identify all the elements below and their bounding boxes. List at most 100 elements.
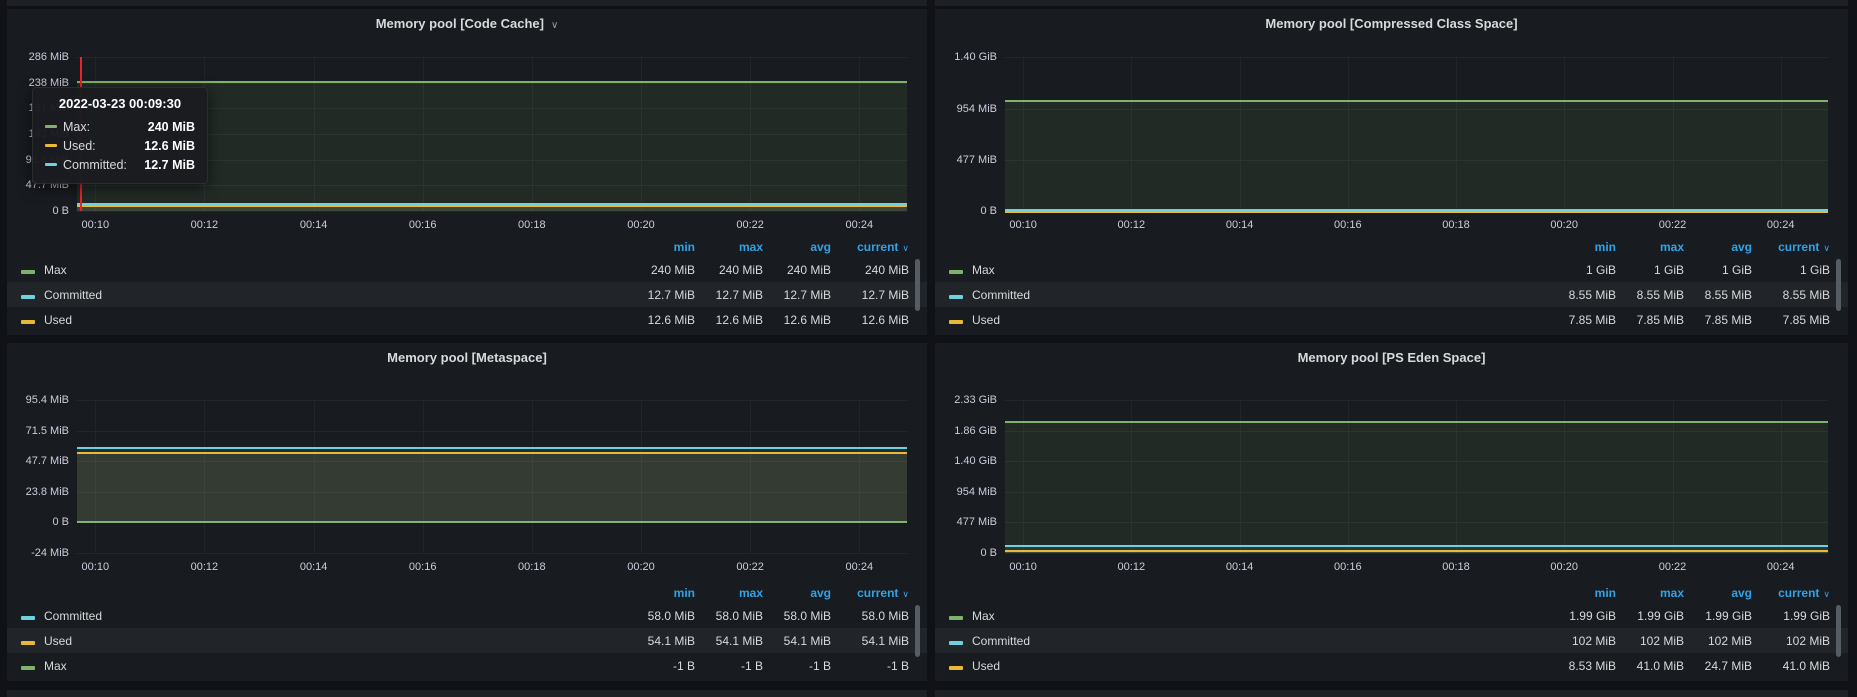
legend-scrollbar-thumb[interactable] bbox=[915, 259, 920, 311]
panel-title[interactable]: Memory pool [Metaspace] bbox=[7, 350, 927, 365]
series-line-committed bbox=[1005, 545, 1828, 548]
panel-memory-pool-compressed-class-space: Memory pool [Compressed Class Space] 1.40… bbox=[935, 9, 1848, 335]
panel-title[interactable]: Memory pool [Compressed Class Space] bbox=[935, 16, 1848, 31]
plot-area[interactable] bbox=[1005, 400, 1828, 554]
tooltip-series-name: Max: bbox=[63, 119, 91, 134]
legend-value-max: 41.0 MiB bbox=[1636, 658, 1684, 673]
tooltip-series-value: 12.6 MiB bbox=[144, 138, 195, 153]
legend-header-min[interactable]: min bbox=[627, 586, 695, 600]
legend-header-max[interactable]: max bbox=[1616, 586, 1684, 600]
x-axis-label: 00:14 bbox=[299, 219, 328, 231]
legend-header-avg[interactable]: avg bbox=[763, 586, 831, 600]
legend-series-label[interactable]: Max bbox=[44, 658, 67, 673]
x-gridline bbox=[1564, 57, 1566, 211]
tooltip-series-name: Used: bbox=[63, 138, 96, 153]
series-fill-max bbox=[1005, 101, 1828, 211]
legend-header-max[interactable]: max bbox=[695, 586, 763, 600]
x-axis-label: 00:10 bbox=[81, 561, 110, 573]
legend-series-label[interactable]: Committed bbox=[972, 633, 1031, 648]
legend-series-label[interactable]: Used bbox=[44, 312, 73, 327]
legend-value-min: -1 B bbox=[672, 658, 695, 673]
legend-scrollbar-thumb[interactable] bbox=[915, 605, 920, 657]
legend-series-label[interactable]: Committed bbox=[972, 287, 1031, 302]
legend-value-avg: 1.99 GiB bbox=[1705, 608, 1752, 623]
legend-value-min: 1 GiB bbox=[1585, 262, 1616, 277]
legend-header-label: current bbox=[857, 586, 899, 600]
y-gridline bbox=[1005, 430, 1828, 432]
x-axis-label: 00:22 bbox=[736, 219, 764, 231]
legend-header-max[interactable]: max bbox=[695, 240, 763, 254]
legend-series-label[interactable]: Committed bbox=[44, 287, 103, 302]
legend-series-label[interactable]: Max bbox=[44, 262, 67, 277]
legend-value-min: 7.85 MiB bbox=[1568, 312, 1616, 327]
x-gridline bbox=[422, 400, 424, 553]
series-line-max bbox=[1005, 100, 1828, 102]
plot-area[interactable] bbox=[77, 57, 907, 212]
x-axis-label: 00:14 bbox=[299, 561, 328, 573]
legend-value-current: 41.0 MiB bbox=[1782, 658, 1830, 673]
legend-row: Max 1 GiB 1 GiB 1 GiB 1 GiB bbox=[935, 257, 1848, 282]
y-gridline bbox=[77, 185, 907, 187]
panel-title[interactable]: Memory pool [Code Cache] ∨ bbox=[7, 16, 927, 31]
legend-series-label[interactable]: Used bbox=[44, 633, 73, 648]
legend-series-label[interactable]: Max bbox=[972, 608, 995, 623]
legend-scrollbar-thumb[interactable] bbox=[1836, 605, 1841, 657]
series-color-dash bbox=[21, 319, 35, 324]
x-gridline bbox=[1672, 57, 1674, 211]
x-gridline bbox=[859, 400, 861, 553]
legend-series-label[interactable]: Used bbox=[972, 658, 1001, 673]
legend-header-label: avg bbox=[1731, 586, 1752, 600]
legend-header-label: current bbox=[1778, 240, 1820, 254]
x-gridline bbox=[95, 400, 97, 553]
series-line-used bbox=[77, 451, 907, 454]
legend-series-label[interactable]: Used bbox=[972, 312, 1001, 327]
plot-area[interactable] bbox=[1005, 57, 1828, 214]
legend-value-current: 7.85 MiB bbox=[1782, 312, 1830, 327]
legend-value-current: 54.1 MiB bbox=[861, 633, 909, 648]
x-gridline bbox=[1456, 57, 1457, 211]
x-axis-label: 00:14 bbox=[1225, 219, 1254, 231]
legend-header-min[interactable]: min bbox=[627, 240, 695, 254]
series-fill-used bbox=[77, 206, 907, 211]
legend-header-max[interactable]: max bbox=[1616, 240, 1684, 254]
legend-header-current[interactable]: current ∨ bbox=[1752, 586, 1830, 600]
y-axis-label: 954 MiB bbox=[956, 102, 997, 115]
legend-value-avg: 24.7 MiB bbox=[1704, 658, 1752, 673]
legend-header-current[interactable]: current ∨ bbox=[831, 240, 909, 254]
x-axis-label: 00:24 bbox=[845, 561, 874, 573]
legend-header-avg[interactable]: avg bbox=[763, 240, 831, 254]
x-gridline bbox=[1131, 57, 1133, 211]
x-gridline bbox=[1347, 400, 1349, 553]
legend-header-current[interactable]: current ∨ bbox=[1752, 240, 1830, 254]
y-axis-label: 1.40 GiB bbox=[954, 51, 997, 63]
legend-row: Max -1 B -1 B -1 B -1 B bbox=[7, 653, 927, 678]
y-gridline bbox=[1005, 159, 1828, 161]
legend-value-max: 7.85 MiB bbox=[1636, 312, 1684, 327]
y-gridline bbox=[77, 134, 907, 135]
legend-header-label: min bbox=[673, 240, 695, 254]
legend-header-avg[interactable]: avg bbox=[1684, 586, 1752, 600]
legend-value-min: 58.0 MiB bbox=[647, 608, 695, 623]
legend-series-label[interactable]: Max bbox=[972, 262, 995, 277]
x-gridline bbox=[1131, 400, 1133, 553]
legend-series-label[interactable]: Committed bbox=[44, 608, 103, 623]
x-axis-label: 00:16 bbox=[408, 561, 437, 573]
y-axis-label: 95.4 MiB bbox=[25, 394, 69, 406]
legend-row: Used 12.6 MiB 12.6 MiB 12.6 MiB 12.6 MiB bbox=[7, 307, 927, 332]
legend-header-avg[interactable]: avg bbox=[1684, 240, 1752, 254]
legend-scrollbar-thumb[interactable] bbox=[1836, 259, 1841, 311]
y-axis-label: 477 MiB bbox=[956, 153, 997, 166]
series-color-dash bbox=[949, 319, 963, 324]
legend-value-current: 1 GiB bbox=[1799, 262, 1830, 277]
panel-memory-pool-code-cache: Memory pool [Code Cache] ∨ 286 MiB 238 MiB 1… bbox=[7, 9, 927, 335]
legend-row: Committed 8.55 MiB 8.55 MiB 8.55 MiB 8.55 Mi… bbox=[935, 282, 1848, 307]
y-axis-label: 954 MiB bbox=[956, 485, 997, 498]
legend-header-min[interactable]: min bbox=[1548, 240, 1616, 254]
legend-header-current[interactable]: current ∨ bbox=[831, 586, 909, 600]
legend-table: min max avg current ∨ Max 240 MiB 240 MiB 240 Mi… bbox=[7, 237, 927, 332]
plot-area[interactable] bbox=[77, 400, 907, 554]
panel-title[interactable]: Memory pool [PS Eden Space] bbox=[935, 350, 1848, 365]
tooltip-series-value: 12.7 MiB bbox=[144, 157, 195, 172]
series-line-committed bbox=[1005, 209, 1828, 212]
legend-header-min[interactable]: min bbox=[1548, 586, 1616, 600]
